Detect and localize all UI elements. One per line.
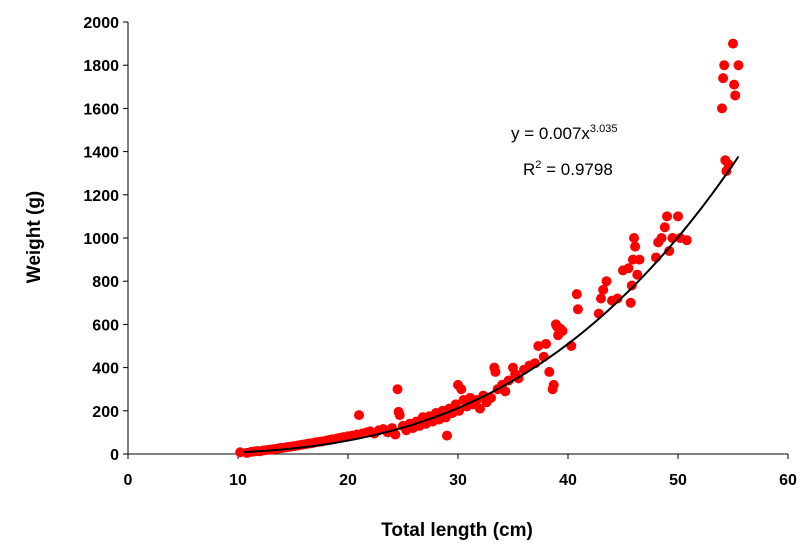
data-point	[500, 386, 511, 397]
x-tick-label: 40	[559, 472, 577, 489]
data-point	[656, 233, 667, 243]
data-point	[728, 38, 738, 49]
data-point	[623, 263, 634, 274]
data-point	[626, 280, 637, 291]
data-point	[557, 325, 568, 336]
y-axis-ticks: 0 200 400 600 800 1000 1200 1400 1600 1800 2000	[83, 15, 128, 464]
data-point	[719, 60, 730, 71]
data-point	[681, 235, 692, 246]
r-squared-label: R2 = 0.9798	[523, 159, 613, 179]
y-tick-label: 1200	[83, 188, 119, 205]
data-point	[596, 293, 606, 304]
x-tick-label: 20	[339, 472, 357, 489]
data-point	[630, 241, 641, 252]
data-point	[629, 233, 639, 243]
y-axis-title: Weight (g)	[24, 191, 45, 284]
data-point	[394, 410, 405, 421]
data-point	[490, 366, 501, 377]
data-point	[717, 103, 727, 114]
data-point	[442, 430, 452, 441]
data-point	[533, 341, 544, 351]
x-axis-ticks: 0 10 20 30 40 50 60	[124, 454, 797, 489]
data-point	[548, 379, 559, 390]
data-point	[632, 269, 643, 280]
x-tick-label: 60	[779, 472, 797, 489]
y-tick-label: 1000	[83, 231, 119, 248]
data-point	[503, 375, 514, 386]
data-point	[634, 254, 645, 265]
y-tick-label: 200	[92, 404, 119, 421]
x-tick-label: 10	[229, 472, 247, 489]
y-tick-label: 1800	[83, 58, 119, 75]
x-tick-label: 30	[449, 472, 467, 489]
y-tick-label: 0	[110, 447, 119, 464]
data-point	[390, 429, 401, 440]
data-point	[456, 384, 467, 395]
data-point	[733, 60, 744, 71]
trendline-equation: y = 0.007x3.035	[511, 123, 617, 143]
data-point	[664, 245, 675, 256]
data-points	[235, 38, 744, 458]
data-point	[392, 384, 403, 395]
data-point	[572, 304, 583, 315]
data-point	[730, 90, 741, 101]
y-tick-label: 2000	[83, 15, 119, 32]
y-tick-label: 600	[92, 317, 119, 334]
data-point	[486, 392, 496, 403]
data-point	[625, 297, 636, 308]
data-point	[659, 222, 670, 233]
power-trendline	[243, 155, 740, 454]
data-point	[612, 293, 623, 304]
data-point	[673, 211, 683, 222]
data-point	[718, 73, 729, 84]
y-tick-label: 800	[92, 274, 119, 291]
data-point	[729, 79, 740, 90]
x-axis-title: Total length (cm)	[381, 520, 533, 541]
data-point	[662, 211, 672, 222]
data-point	[541, 338, 551, 349]
y-tick-label: 1400	[83, 145, 119, 162]
data-point	[601, 276, 612, 287]
data-point	[571, 289, 582, 300]
data-point	[354, 410, 364, 421]
data-point	[544, 366, 555, 377]
x-tick-label: 0	[124, 472, 133, 489]
data-point	[475, 403, 485, 414]
x-tick-label: 50	[669, 472, 687, 489]
data-point	[598, 284, 609, 295]
y-tick-label: 1600	[83, 101, 119, 118]
y-tick-label: 400	[92, 361, 119, 378]
data-point	[593, 308, 604, 319]
